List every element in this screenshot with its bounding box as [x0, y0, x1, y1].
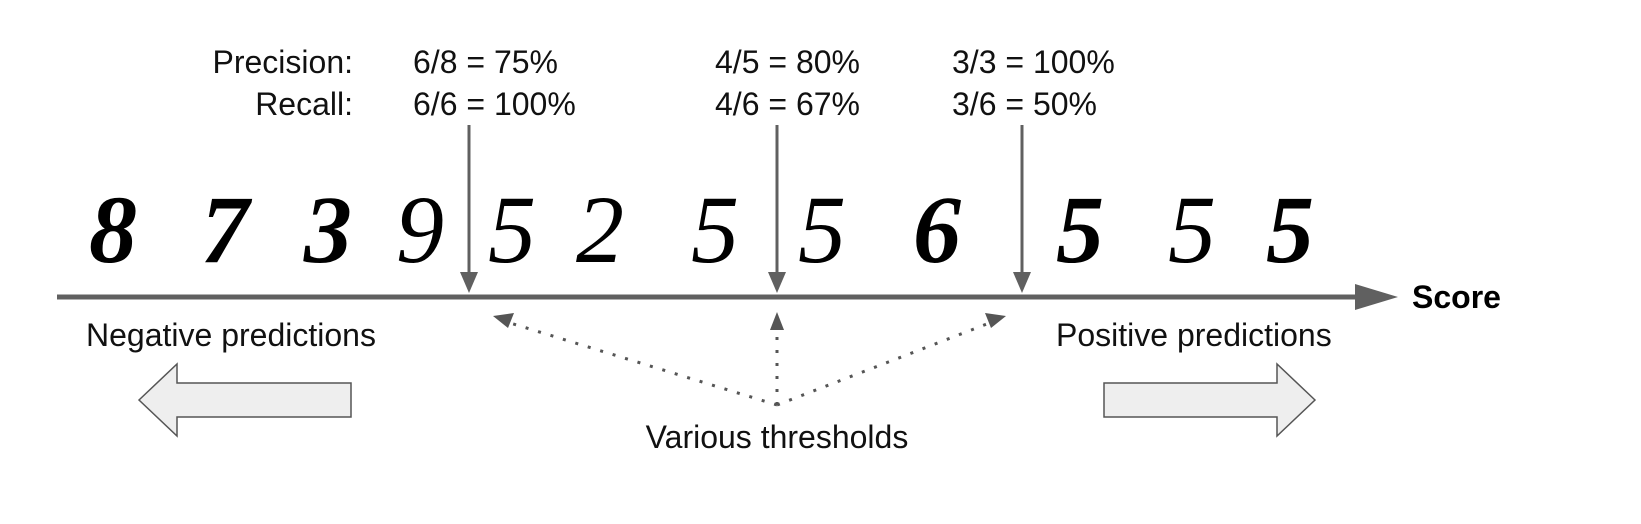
left-arrow-icon — [137, 362, 352, 438]
axis-arrowhead-icon — [1355, 284, 1398, 310]
threshold-marker-1 — [460, 125, 478, 293]
axis-label: Score — [1412, 279, 1501, 315]
threshold-1-precision: 6/8 = 75% — [413, 44, 558, 80]
digit-5: 5 — [488, 176, 536, 283]
digit-11: 5 — [1168, 176, 1216, 283]
digit-10: 5 — [1056, 176, 1104, 283]
pointer-arrowhead-icon — [985, 313, 1006, 328]
digit-1: 8 — [89, 176, 137, 283]
digit-7: 5 — [691, 176, 739, 283]
threshold-3-precision: 3/3 = 100% — [952, 44, 1115, 80]
digit-8: 5 — [798, 176, 846, 283]
negative-predictions-label: Negative predictions — [86, 317, 376, 353]
digit-row: 8 7 3 9 5 2 5 5 6 5 5 5 — [89, 176, 1314, 283]
digit-9: 6 — [913, 176, 961, 283]
threshold-pointers — [506, 320, 993, 407]
recall-label: Recall: — [255, 86, 353, 122]
various-thresholds-label: Various thresholds — [646, 419, 909, 455]
digit-4: 9 — [396, 176, 444, 283]
positive-predictions-label: Positive predictions — [1056, 317, 1332, 353]
threshold-marker-3 — [1013, 125, 1031, 293]
pointer-arrowhead-icon — [770, 312, 784, 330]
digit-6: 2 — [576, 176, 624, 283]
digit-12: 5 — [1266, 176, 1314, 283]
threshold-3-recall: 3/6 = 50% — [952, 86, 1097, 122]
pointer-arrowhead-icon — [493, 313, 514, 328]
threshold-2-recall: 4/6 = 67% — [715, 86, 860, 122]
score-axis — [57, 284, 1398, 310]
precision-label: Precision: — [213, 44, 354, 80]
threshold-1-recall: 6/6 = 100% — [413, 86, 576, 122]
digit-2: 7 — [201, 176, 253, 283]
threshold-marker-2 — [768, 125, 786, 293]
threshold-2-precision: 4/5 = 80% — [715, 44, 860, 80]
digit-3: 3 — [303, 176, 352, 283]
right-arrow-icon — [1103, 362, 1317, 438]
threshold-pointer-heads — [493, 312, 1006, 330]
